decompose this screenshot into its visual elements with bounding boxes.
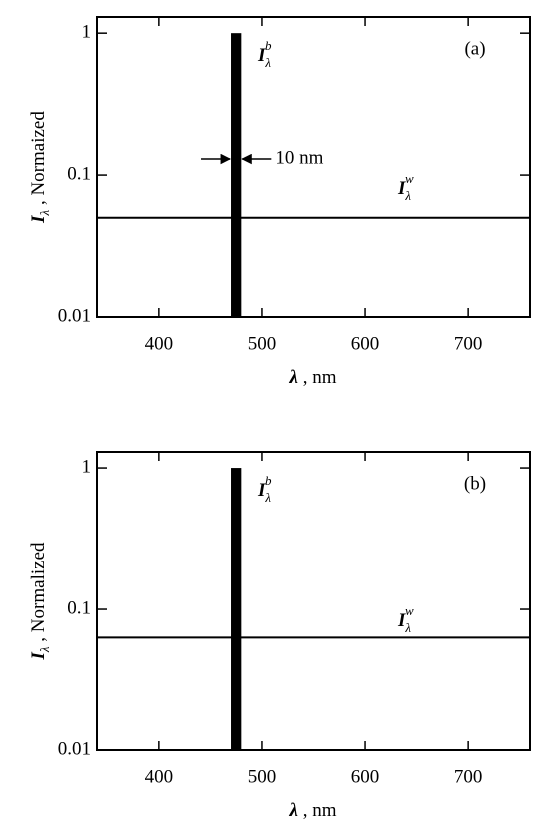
- bar: [231, 468, 242, 750]
- width-annotation: 10 nm: [275, 147, 323, 168]
- x-tick-label: 400: [145, 333, 174, 354]
- x-tick-label: 500: [248, 333, 277, 354]
- x-tick-label: 700: [454, 333, 483, 354]
- symbol: I: [28, 651, 49, 660]
- superscript: w: [405, 171, 414, 186]
- symbol: λ: [289, 367, 298, 388]
- subscript: λ: [404, 188, 411, 203]
- label-text: , Normaized: [28, 111, 49, 210]
- y-tick-label: 0.1: [67, 597, 91, 618]
- y-tick-label: 0.1: [67, 163, 91, 184]
- superscript: b: [265, 473, 272, 488]
- panel-label: (b): [464, 473, 486, 494]
- y-axis-label: Iλ , Normaized: [28, 111, 52, 224]
- label-text: , nm: [298, 800, 337, 821]
- subscript: λ: [37, 646, 52, 653]
- x-tick-label: 500: [248, 766, 277, 787]
- x-tick-label: 600: [351, 333, 380, 354]
- superscript: b: [265, 38, 272, 53]
- y-axis-label: Iλ , Normalized: [28, 542, 52, 660]
- subscript: λ: [264, 55, 271, 70]
- symbol: I: [257, 45, 266, 66]
- subscript: λ: [264, 490, 271, 505]
- line-label: Iλw: [397, 171, 414, 203]
- panel-label: (a): [464, 38, 485, 59]
- y-tick-label: 1: [82, 22, 92, 43]
- y-tick-label: 1: [82, 456, 92, 477]
- symbol: I: [257, 480, 266, 501]
- bar: [231, 33, 242, 317]
- x-tick-label: 600: [351, 766, 380, 787]
- label-text: , Normalized: [28, 542, 49, 646]
- subscript: λ: [37, 209, 52, 216]
- x-axis-label: λ , nm: [289, 367, 337, 388]
- x-axis-label: λ , nm: [289, 800, 337, 821]
- symbol: I: [397, 610, 406, 631]
- symbol: I: [397, 178, 406, 199]
- superscript: w: [405, 603, 414, 618]
- label-text: , nm: [298, 367, 337, 388]
- y-tick-label: 0.01: [58, 305, 91, 326]
- subscript: λ: [404, 620, 411, 635]
- line-label: Iλw: [397, 603, 414, 635]
- symbol: λ: [289, 800, 298, 821]
- bar-label: Iλb: [257, 473, 272, 505]
- x-tick-label: 700: [454, 766, 483, 787]
- symbol: I: [28, 215, 49, 224]
- plot-frame: [96, 451, 531, 751]
- y-tick-label: 0.01: [58, 738, 91, 759]
- plot-frame: [96, 16, 531, 318]
- bar-label: Iλb: [257, 38, 272, 70]
- x-tick-label: 400: [145, 766, 174, 787]
